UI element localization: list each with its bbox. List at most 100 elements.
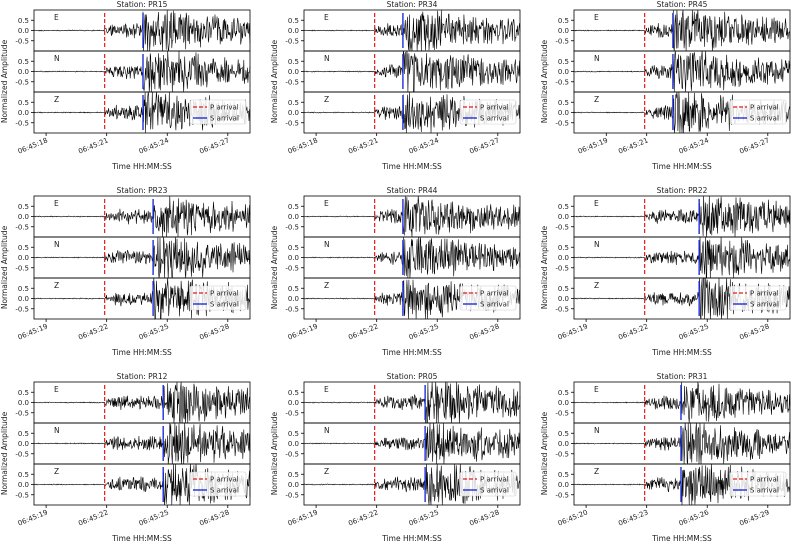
y-tick-label: 0.0 — [288, 440, 299, 448]
y-tick-label: -0.5 — [285, 223, 299, 231]
x-tick-label: 06:45:19 — [17, 322, 49, 341]
y-tick-label: -0.5 — [15, 223, 29, 231]
component-label-e: E — [594, 13, 599, 22]
x-axis-label: Time HH:MM:SS — [381, 348, 442, 357]
x-tick-label: 06:45:27 — [198, 136, 230, 155]
y-tick-label: 0.5 — [288, 58, 299, 66]
x-tick-label: 06:45:25 — [138, 322, 170, 341]
component-label-e: E — [54, 385, 59, 394]
legend: P arrival S arrival — [189, 99, 247, 125]
y-tick-label: -0.5 — [555, 305, 569, 313]
y-tick-label: -0.5 — [15, 78, 29, 86]
y-tick-label: 0.0 — [558, 481, 569, 489]
s-legend-label: S arrival — [480, 301, 509, 309]
y-tick-label: -0.5 — [285, 78, 299, 86]
legend: P arrival S arrival — [459, 99, 517, 125]
x-tick-label: 06:45:19 — [287, 508, 319, 527]
waveform-trace-n — [303, 50, 521, 93]
y-tick-label: 0.0 — [18, 440, 29, 448]
x-axis-label: Time HH:MM:SS — [111, 534, 172, 543]
y-tick-label: 0.0 — [18, 27, 29, 35]
y-tick-label: 0.0 — [18, 481, 29, 489]
y-tick-label: -0.5 — [555, 223, 569, 231]
station-title: Station: PR23 — [117, 186, 168, 195]
y-tick-label: 0.5 — [288, 203, 299, 211]
y-tick-label: 0.5 — [558, 389, 569, 397]
x-tick-label: 06:45:27 — [468, 136, 500, 155]
y-tick-label: 0.5 — [558, 285, 569, 293]
legend: P arrival S arrival — [189, 471, 247, 497]
y-tick-label: 0.5 — [18, 430, 29, 438]
waveform-trace-n — [34, 236, 251, 279]
x-tick-label: 06:45:21 — [617, 136, 649, 155]
legend-p-label: P arrival — [750, 476, 779, 484]
legend-p-label: P arrival — [210, 104, 239, 112]
component-label-n: N — [54, 426, 60, 435]
station-title: Station: PR12 — [117, 372, 168, 381]
component-label-z: Z — [324, 281, 329, 290]
y-tick-label: 0.0 — [288, 68, 299, 76]
y-tick-label: 0.5 — [18, 285, 29, 293]
waveform-trace-n — [573, 50, 791, 93]
waveform-trace-n — [33, 50, 251, 93]
waveform-trace-e — [303, 9, 521, 52]
legend: P arrival S arrival — [729, 99, 787, 125]
x-tick-label: 06:45:20 — [557, 508, 589, 527]
legend: P arrival S arrival — [189, 285, 247, 311]
y-tick-label: 0.5 — [558, 430, 569, 438]
y-axis-label: Normalized Amplitude — [270, 411, 279, 495]
x-tick-label: 06:45:19 — [557, 322, 589, 341]
y-tick-label: -0.5 — [285, 119, 299, 127]
station-title: Station: PR22 — [657, 186, 708, 195]
y-tick-label: 0.0 — [18, 399, 29, 407]
y-tick-label: 0.0 — [558, 440, 569, 448]
y-tick-label: -0.5 — [15, 450, 29, 458]
station-panel-pr44: Station: PR44 Normalized Amplitude 0.5 0.0 -… — [270, 186, 521, 357]
y-tick-label: 0.5 — [558, 244, 569, 252]
legend-p-label: P arrival — [480, 476, 509, 484]
component-label-n: N — [324, 240, 330, 249]
x-tick-label: 06:45:19 — [17, 508, 49, 527]
y-tick-label: 0.5 — [558, 17, 569, 25]
waveform-trace-z — [33, 463, 251, 506]
y-tick-label: 0.5 — [18, 389, 29, 397]
legend-p-label: P arrival — [480, 104, 509, 112]
y-tick-label: 0.5 — [558, 471, 569, 479]
x-tick-label: 06:45:22 — [617, 322, 649, 341]
x-axis-label: Time HH:MM:SS — [651, 534, 712, 543]
x-tick-label: 06:45:27 — [738, 136, 770, 155]
station-panel-pr22: Station: PR22 Normalized Amplitude 0.5 0.0 -… — [540, 186, 791, 357]
legend: P arrival S arrival — [459, 471, 517, 497]
x-tick-label: 06:45:25 — [408, 508, 440, 527]
x-tick-label: 06:45:24 — [138, 136, 171, 155]
y-tick-label: 0.0 — [288, 254, 299, 262]
y-tick-label: 0.0 — [558, 109, 569, 117]
y-tick-label: 0.0 — [18, 68, 29, 76]
y-tick-label: -0.5 — [15, 37, 29, 45]
station-panel-pr34: Station: PR34 Normalized Amplitude 0.5 0.0 -… — [270, 0, 521, 171]
y-tick-label: -0.5 — [555, 264, 569, 272]
station-title: Station: PR05 — [387, 372, 438, 381]
waveform-trace-e — [573, 9, 791, 52]
y-tick-label: 0.0 — [18, 254, 29, 262]
y-axis-label: Normalized Amplitude — [540, 225, 549, 309]
station-title: Station: PR34 — [387, 0, 438, 9]
station-panel-pr12: Station: PR12 Normalized Amplitude 0.5 0.0 -… — [0, 372, 251, 543]
x-tick-label: 06:45:19 — [287, 322, 319, 341]
x-tick-label: 06:45:21 — [77, 136, 109, 155]
y-tick-label: -0.5 — [555, 78, 569, 86]
x-tick-label: 06:45:24 — [678, 136, 711, 155]
waveform-trace-e — [33, 381, 251, 424]
y-tick-label: -0.5 — [555, 450, 569, 458]
waveform-trace-n — [573, 422, 791, 465]
component-label-n: N — [324, 426, 330, 435]
y-tick-label: -0.5 — [555, 119, 569, 127]
y-tick-label: 0.5 — [288, 244, 299, 252]
y-tick-label: 0.5 — [558, 99, 569, 107]
legend-p-label: P arrival — [480, 290, 509, 298]
s-legend-label: S arrival — [210, 115, 239, 123]
y-axis-label: Normalized Amplitude — [540, 39, 549, 123]
waveform-trace-n — [33, 422, 251, 465]
component-label-e: E — [324, 13, 329, 22]
x-axis-label: Time HH:MM:SS — [651, 162, 712, 171]
